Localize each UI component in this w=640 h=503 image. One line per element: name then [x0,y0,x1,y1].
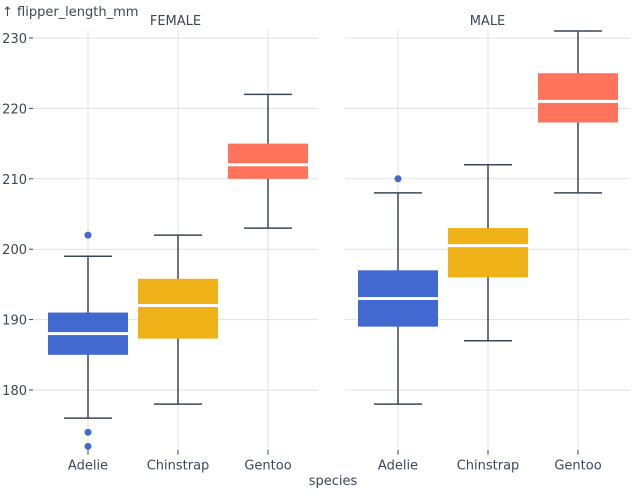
box-adelie [358,175,438,405]
x-tick-label: Adelie [68,459,108,474]
x-tick-label: Gentoo [554,459,601,474]
x-tick-label: Adelie [378,459,418,474]
y-axis-label: ↑ flipper_length_mm [2,5,138,20]
iqr-box [228,143,308,179]
y-tick-label: 200 [2,243,27,258]
box-adelie [48,231,128,450]
outlier-point [84,442,92,450]
x-axis-label: species [309,474,358,489]
x-tick-label: Chinstrap [457,459,520,474]
outlier-point [84,428,92,436]
box-chinstrap [448,163,528,342]
box-chinstrap [138,234,218,405]
facet-title: FEMALE [150,14,201,29]
outlier-point [394,175,402,183]
box-gentoo [228,93,308,229]
x-tick-label: Chinstrap [147,459,210,474]
y-tick-label: 190 [2,314,27,329]
facet-title: MALE [470,14,506,29]
box-gentoo [538,30,618,194]
x-tick-label: Gentoo [244,459,291,474]
iqr-box [448,228,528,278]
y-tick-label: 230 [2,32,27,47]
outlier-point [84,231,92,239]
y-tick-label: 220 [2,102,27,117]
iqr-box [138,278,218,339]
y-tick-label: 210 [2,173,27,188]
y-tick-label: 180 [2,384,27,399]
iqr-box [538,73,618,123]
